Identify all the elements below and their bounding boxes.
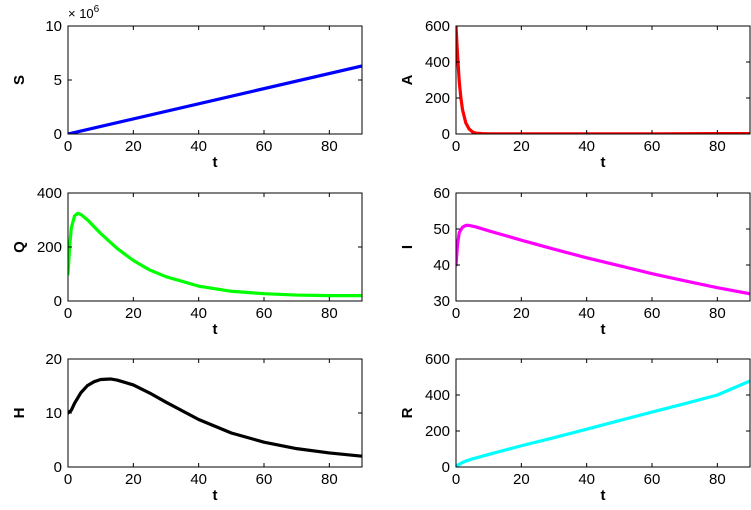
- x-tick-label: 40: [190, 305, 207, 322]
- y-axis-label: I: [399, 245, 416, 249]
- x-tick-label: 20: [125, 471, 142, 488]
- x-tick-label: 80: [709, 138, 726, 155]
- x-axis-label: t: [213, 321, 218, 338]
- y-tick-label: 50: [433, 221, 450, 238]
- x-tick-label: 40: [190, 138, 207, 155]
- x-tick-label: 80: [321, 305, 338, 322]
- subplot-s: 0 20 40 60 80 0 5 10 t S × 106: [11, 4, 363, 171]
- y-tick-label: 0: [442, 126, 450, 143]
- x-tick-label: 0: [452, 305, 460, 322]
- axes-frame: [455, 25, 751, 135]
- y-tick-label: 40: [433, 257, 450, 274]
- y-tick-label: 600: [425, 351, 450, 368]
- y-tick-label: 200: [37, 239, 62, 256]
- x-axis-label: t: [601, 321, 606, 338]
- axes-frame: [67, 192, 363, 302]
- x-tick-label: 20: [125, 138, 142, 155]
- axes-frame: [67, 25, 363, 135]
- x-tick-label: 20: [513, 471, 530, 488]
- y-tick-label: 10: [45, 405, 62, 422]
- subplot-q: 0 20 40 60 80 0 200 400 t Q: [11, 185, 363, 338]
- y-tick-label: 200: [425, 423, 450, 440]
- subplot-a: 0 20 40 60 80 0 200 400 600 t A: [399, 18, 751, 171]
- subplot-r: 0 20 40 60 80 0 200 400 600 t R: [399, 351, 751, 504]
- axes-frame: [455, 192, 751, 302]
- x-tick-label: 80: [709, 471, 726, 488]
- y-tick-label: 400: [425, 387, 450, 404]
- x-tick-label: 80: [709, 305, 726, 322]
- y-tick-label: 400: [37, 185, 62, 202]
- x-tick-label: 0: [452, 471, 460, 488]
- y-axis-label: R: [399, 407, 416, 418]
- series-line-q: [68, 211, 362, 298]
- series-line-i: [456, 223, 750, 296]
- x-tick-label: 60: [644, 138, 661, 155]
- y-tick-label: 20: [45, 351, 62, 368]
- y-axis-label: S: [11, 75, 28, 85]
- series-line-s: [68, 64, 362, 134]
- x-tick-label: 40: [190, 471, 207, 488]
- x-tick-label: 60: [644, 305, 661, 322]
- x-axis-label: t: [213, 154, 218, 171]
- y-axis-label: A: [399, 74, 416, 85]
- y-tick-label: 60: [433, 185, 450, 202]
- x-tick-label: 20: [513, 138, 530, 155]
- x-tick-label: 60: [256, 471, 273, 488]
- x-tick-label: 20: [513, 305, 530, 322]
- x-tick-label: 60: [256, 138, 273, 155]
- x-tick-label: 20: [125, 305, 142, 322]
- subplot-i: 0 20 40 60 80 30 40 50 60 t I: [399, 185, 751, 338]
- y-tick-label: 10: [45, 18, 62, 35]
- y-tick-label: 0: [54, 293, 62, 310]
- x-tick-label: 0: [64, 471, 72, 488]
- y-tick-label: 30: [433, 293, 450, 310]
- series-line-a: [456, 26, 750, 134]
- x-tick-label: 80: [321, 471, 338, 488]
- x-axis-label: t: [601, 487, 606, 504]
- y-axis-label: Q: [11, 241, 28, 253]
- y-tick-label: 0: [442, 459, 450, 476]
- y-tick-label: 200: [425, 90, 450, 107]
- x-tick-label: 60: [256, 305, 273, 322]
- y-tick-label: 600: [425, 18, 450, 35]
- y-tick-label: 0: [54, 126, 62, 143]
- series-line-h: [68, 377, 362, 458]
- x-tick-label: 40: [578, 138, 595, 155]
- x-tick-label: 40: [578, 471, 595, 488]
- subplot-h: 0 20 40 60 80 0 10 20 t H: [11, 351, 363, 504]
- y-axis-label: H: [11, 408, 28, 419]
- y-exponent-label: × 106: [68, 4, 100, 21]
- y-tick-label: 400: [425, 54, 450, 71]
- series-line-r: [456, 379, 750, 467]
- x-tick-label: 0: [452, 138, 460, 155]
- axes-frame: [455, 358, 751, 468]
- x-axis-label: t: [601, 154, 606, 171]
- y-tick-label: 0: [54, 459, 62, 476]
- x-tick-label: 0: [64, 305, 72, 322]
- y-tick-label: 5: [54, 72, 62, 89]
- x-tick-label: 80: [321, 138, 338, 155]
- x-tick-label: 0: [64, 138, 72, 155]
- x-axis-label: t: [213, 487, 218, 504]
- x-tick-label: 60: [644, 471, 661, 488]
- x-tick-label: 40: [578, 305, 595, 322]
